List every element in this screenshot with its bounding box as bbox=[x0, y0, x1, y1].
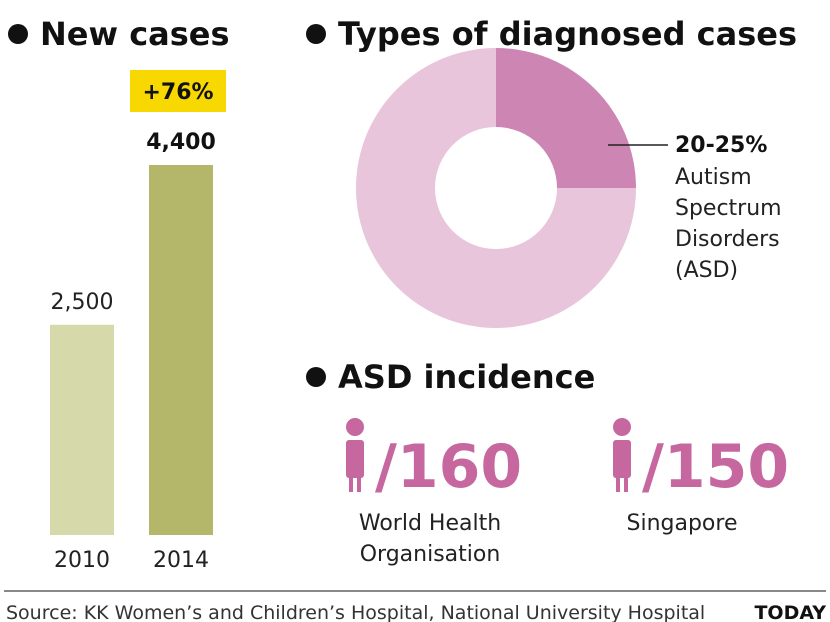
bar-2010 bbox=[50, 324, 114, 535]
x-tick-label: 2010 bbox=[54, 548, 110, 573]
person-icon bbox=[613, 418, 631, 492]
percent-badge bbox=[130, 70, 226, 112]
bar-value-label: 4,400 bbox=[146, 130, 216, 155]
asd-label-line: Disorders bbox=[675, 227, 780, 252]
bar-2014 bbox=[149, 165, 213, 535]
percent-badge-label: +76% bbox=[142, 80, 213, 105]
source-text: Source: KK Women’s and Children’s Hospit… bbox=[6, 602, 705, 622]
bar-value-label: 2,500 bbox=[51, 290, 114, 315]
donut-chart-title: Types of diagnosed cases bbox=[338, 15, 797, 53]
donut-slice-asd bbox=[496, 48, 636, 188]
who-label: World Health bbox=[359, 511, 501, 536]
who-incidence-value: /160 bbox=[375, 432, 522, 502]
bullet-icon bbox=[306, 367, 326, 387]
bar-chart-title: New cases bbox=[40, 15, 230, 53]
who-label: Organisation bbox=[360, 542, 501, 567]
bullet-icon bbox=[8, 24, 28, 44]
incidence-title: ASD incidence bbox=[338, 358, 595, 396]
brand-logo: TODAY bbox=[754, 602, 826, 622]
asd-label-line: Spectrum bbox=[675, 196, 782, 221]
singapore-label: Singapore bbox=[627, 511, 738, 536]
singapore-incidence-value: /150 bbox=[642, 432, 789, 502]
asd-label-line: (ASD) bbox=[675, 258, 738, 283]
person-icon bbox=[346, 418, 364, 492]
donut-slice-other bbox=[356, 48, 636, 328]
bullet-icon bbox=[306, 24, 326, 44]
asd-label-line: Autism bbox=[675, 165, 752, 190]
asd-percent-label: 20-25% bbox=[675, 133, 767, 158]
x-tick-label: 2014 bbox=[153, 548, 209, 573]
